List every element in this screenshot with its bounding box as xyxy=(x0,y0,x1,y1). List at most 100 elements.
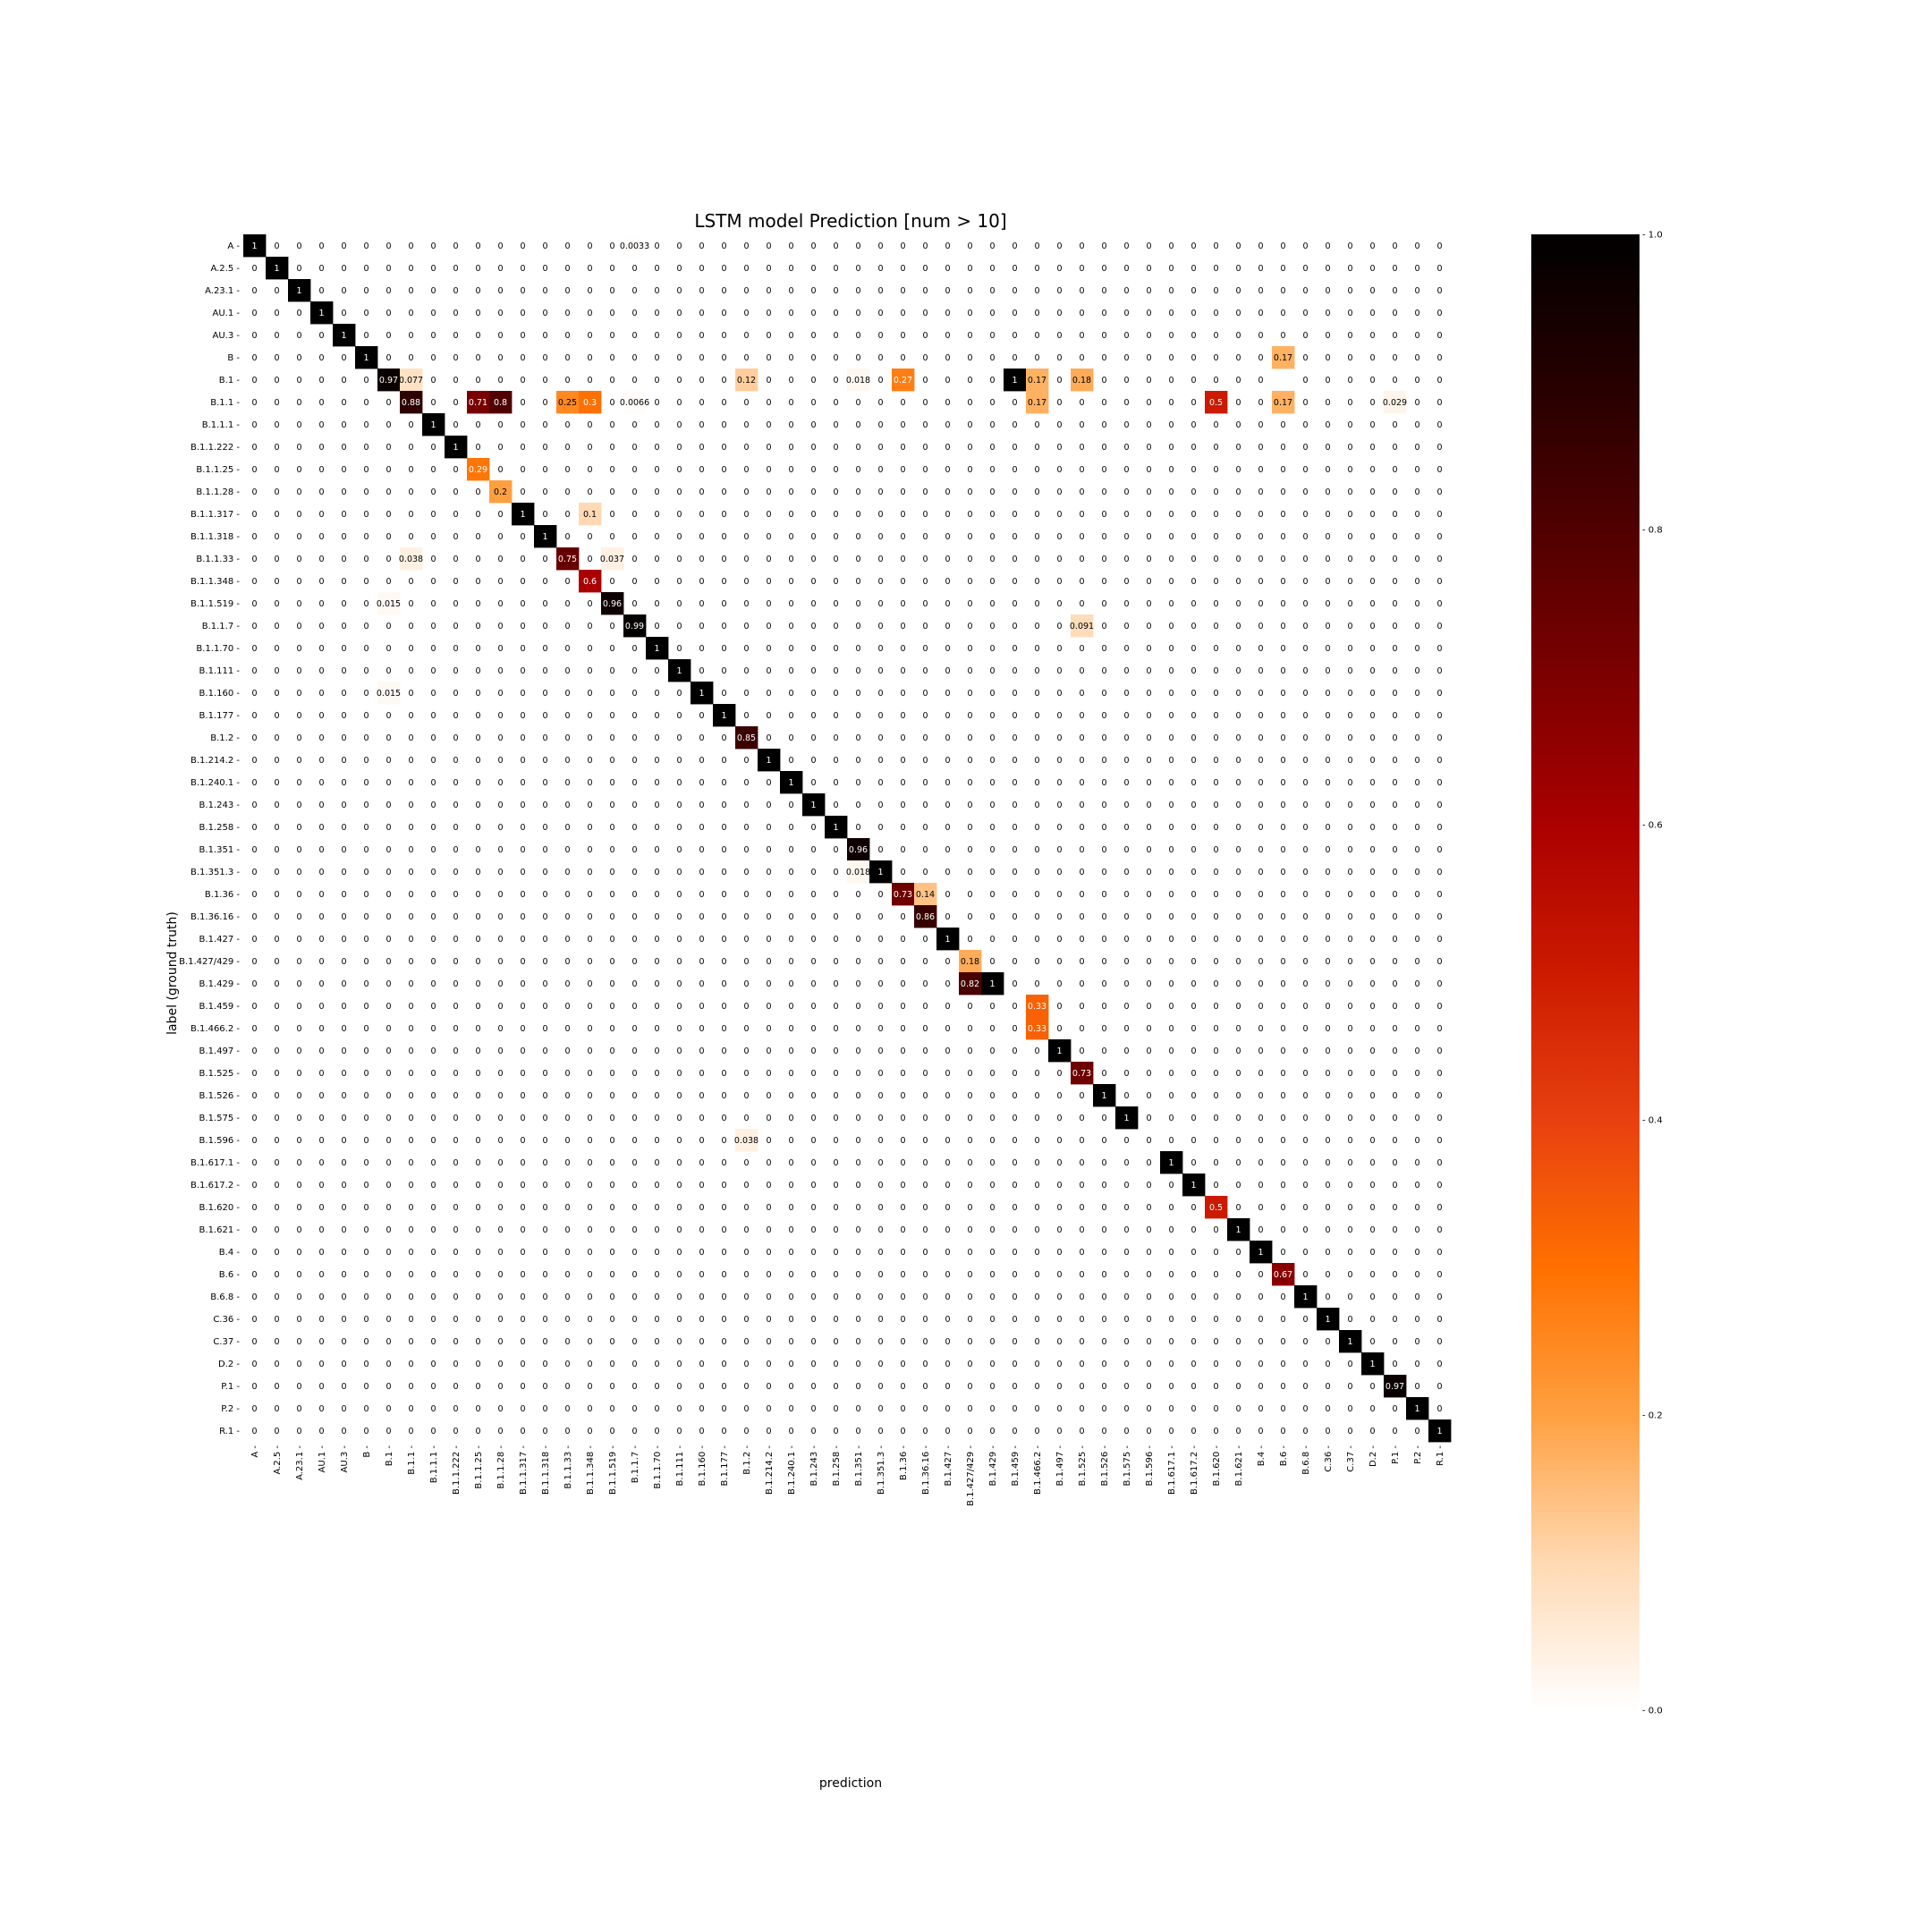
cell-value: 0 xyxy=(1325,443,1330,453)
cell-value: 0 xyxy=(788,1046,793,1056)
heatmap-cell xyxy=(1071,614,1094,638)
cell-value: 0 xyxy=(408,1203,413,1213)
cell-value: 0 xyxy=(274,912,279,922)
cell-value: 0 xyxy=(564,1114,570,1123)
cell-value: 0 xyxy=(1414,644,1419,654)
cell-value: 0 xyxy=(1191,465,1196,475)
cell-value: 0 xyxy=(766,733,771,743)
cell-value: 0 xyxy=(855,1337,860,1347)
cell-value: 0 xyxy=(408,689,413,699)
x-tick-label: B.1.214.2 - xyxy=(765,1445,775,1495)
cell-value: 0 xyxy=(743,890,749,900)
cell-value: 0 xyxy=(475,756,480,766)
cell-value: 0 xyxy=(1056,353,1062,363)
cell-value: 0 xyxy=(766,845,771,855)
cell-value: 0 xyxy=(1347,801,1352,810)
cell-value: 0 xyxy=(877,622,883,631)
cell-value: 0 xyxy=(1280,1427,1285,1436)
cell-value: 0 xyxy=(318,778,324,788)
cell-value: 0 xyxy=(743,1091,749,1101)
cell-value: 0 xyxy=(1280,778,1285,788)
cell-value: 0 xyxy=(587,1248,592,1258)
cell-value: 0 xyxy=(386,1158,391,1168)
cell-value: 0 xyxy=(430,577,436,587)
cell-value: 0 xyxy=(989,912,995,922)
cell-value: 0 xyxy=(363,242,369,251)
cell-value: 0 xyxy=(430,666,436,676)
cell-value: 0 xyxy=(721,1337,726,1347)
cell-value: 0 xyxy=(676,957,682,967)
cell-value: 0 xyxy=(877,1181,883,1191)
cell-value: 0 xyxy=(1146,868,1151,877)
cell-value: 0 xyxy=(251,823,257,833)
cell-value: 0 xyxy=(1079,487,1084,497)
cell-value: 0 xyxy=(520,1046,525,1056)
cell-value: 0 xyxy=(766,1225,771,1235)
cell-value: 0 xyxy=(274,845,279,855)
cell-value: 0 xyxy=(1235,1248,1241,1258)
cell-value: 0 xyxy=(743,845,749,855)
cell-value: 0 xyxy=(251,890,257,900)
cell-value: 0 xyxy=(318,666,324,676)
cell-value: 0 xyxy=(676,1002,682,1012)
y-tick-label: B.1.177 - xyxy=(199,711,241,721)
y-tick-label: B.1 - xyxy=(219,376,241,386)
cell-value: 0 xyxy=(542,353,547,363)
cell-value: 0 xyxy=(1213,242,1218,251)
cell-value: 0 xyxy=(363,599,369,609)
cell-value: 0 xyxy=(453,644,458,654)
cell-value: 0 xyxy=(609,823,614,833)
cell-value: 0 xyxy=(922,1203,928,1213)
x-tick-label: B.1.1.70 - xyxy=(653,1445,663,1489)
cell-value: 0 xyxy=(1012,1360,1017,1369)
cell-value: 0 xyxy=(743,1382,749,1392)
cell-value: 0 xyxy=(520,1225,525,1235)
cell-value: 0 xyxy=(967,1315,972,1325)
cell-value: 0 xyxy=(989,510,995,520)
cell-value: 0 xyxy=(1392,1292,1397,1302)
heatmap-cell xyxy=(1406,1397,1429,1420)
y-tick-label: A.2.5 - xyxy=(210,264,240,274)
cell-value: 0 xyxy=(1101,823,1106,833)
cell-value: 0 xyxy=(654,1158,659,1168)
cell-value: 0 xyxy=(1258,756,1263,766)
heatmap-cell xyxy=(780,771,803,794)
heatmap-cell xyxy=(445,436,468,459)
cell-value: 0 xyxy=(766,1136,771,1146)
cell-value: 0 xyxy=(855,465,860,475)
heatmap-cell xyxy=(377,592,401,615)
cell-value: 0 xyxy=(922,935,928,945)
cell-value: 0 xyxy=(1302,1069,1308,1079)
y-tick-label: B.1.497 - xyxy=(199,1046,241,1056)
cell-value: 0 xyxy=(788,465,793,475)
cell-value: 0 xyxy=(654,1203,659,1213)
cell-value: 0 xyxy=(699,599,704,609)
cell-value: 0 xyxy=(318,1360,324,1369)
cell-value: 0 xyxy=(1369,622,1375,631)
cell-value: 0 xyxy=(296,1158,301,1168)
cell-value: 0 xyxy=(542,756,547,766)
cell-value: 0 xyxy=(1235,801,1241,810)
cell-value: 0 xyxy=(788,1203,793,1213)
cell-value: 0 xyxy=(945,286,950,296)
cell-value: 0 xyxy=(1101,1404,1106,1414)
cell-value: 0 xyxy=(1056,823,1062,833)
cell-value: 0 xyxy=(1325,1404,1330,1414)
x-tick-label: B.1.1.318 - xyxy=(541,1445,551,1495)
cell-value: 0 xyxy=(1012,1069,1017,1079)
cell-value: 0 xyxy=(1302,376,1308,386)
cell-value: 0 xyxy=(408,979,413,989)
cell-value: 0 xyxy=(721,845,726,855)
cell-value: 0 xyxy=(296,801,301,810)
cell-value: 0 xyxy=(1369,1069,1375,1079)
cell-value: 0 xyxy=(1235,1404,1241,1414)
cell-value: 0 xyxy=(1436,1382,1442,1392)
cell-value: 0 xyxy=(1213,801,1218,810)
cell-value: 0 xyxy=(1347,353,1352,363)
cell-value: 0 xyxy=(1436,398,1442,408)
cell-value: 0 xyxy=(1436,1315,1442,1325)
cell-value: 0 xyxy=(1235,331,1241,341)
cell-value: 0 xyxy=(945,689,950,699)
cell-value: 0 xyxy=(945,868,950,877)
cell-value: 0 xyxy=(497,1002,503,1012)
